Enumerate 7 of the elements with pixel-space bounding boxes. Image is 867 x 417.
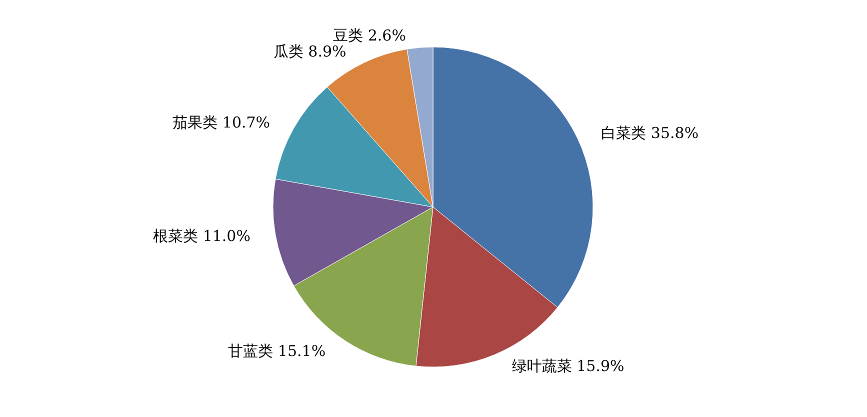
slice-label: 瓜类 8.9%: [273, 42, 346, 61]
slice-label: 根菜类 11.0%: [153, 227, 250, 246]
slice-label: 豆类 2.6%: [333, 26, 406, 45]
slice-label: 茄果类 10.7%: [172, 114, 270, 132]
slice-label: 绿叶蔬菜 15.9%: [512, 356, 624, 375]
slice-label: 白菜类 35.8%: [601, 124, 699, 142]
slice-label: 甘蓝类 15.1%: [228, 342, 326, 360]
